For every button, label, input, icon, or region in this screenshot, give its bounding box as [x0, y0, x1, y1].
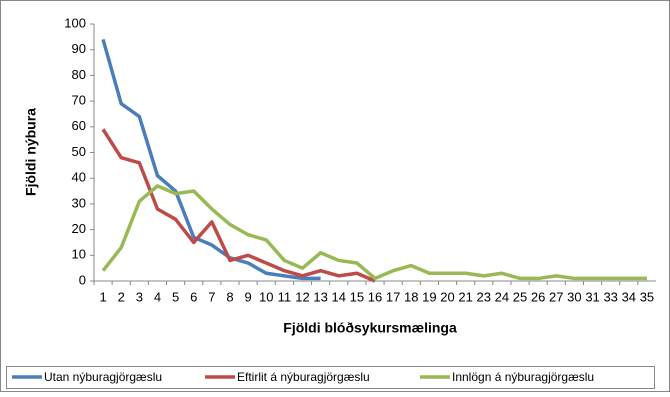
x-tick-label: 11 [278, 289, 292, 304]
y-tick-label: 0 [79, 272, 86, 287]
x-tick-label: 7 [208, 289, 215, 304]
x-tick-label: 24 [495, 289, 509, 304]
x-tick-label: 15 [350, 289, 364, 304]
y-tick-label: 10 [72, 247, 86, 262]
x-tick-label: 16 [368, 289, 382, 304]
x-tick-label: 9 [244, 289, 251, 304]
y-tick-label: 70 [72, 93, 86, 108]
x-tick-label: 33 [603, 289, 617, 304]
x-tick-label: 27 [549, 289, 563, 304]
legend-label: Utan nýburagjörgæslu [44, 370, 162, 384]
x-tick-label: 17 [386, 289, 400, 304]
x-tick-label: 4 [154, 289, 161, 304]
x-tick-label: 35 [640, 289, 654, 304]
x-tick-label: 23 [477, 289, 491, 304]
x-tick-label: 30 [567, 289, 581, 304]
x-tick-label: 2 [118, 289, 125, 304]
x-tick-label: 1 [99, 289, 106, 304]
x-tick-label: 10 [259, 289, 273, 304]
legend-box [6, 366, 655, 389]
x-tick-label: 18 [404, 289, 418, 304]
x-tick-label: 14 [332, 289, 346, 304]
y-tick-label: 40 [72, 170, 86, 185]
x-tick-label: 8 [226, 289, 233, 304]
x-tick-label: 3 [136, 289, 143, 304]
y-tick-label: 60 [72, 118, 86, 133]
y-tick-label: 20 [72, 221, 86, 236]
x-tick-label: 13 [313, 289, 327, 304]
x-axis-title: Fjöldi blóðsykursmælinga [283, 320, 457, 336]
legend-label: Innlögn á nýburagjörgæslu [452, 370, 594, 384]
x-tick-label: 12 [295, 289, 309, 304]
x-tick-label: 26 [531, 289, 545, 304]
y-tick-label: 30 [72, 195, 86, 210]
y-tick-label: 90 [72, 41, 86, 56]
y-tick-label: 100 [64, 15, 86, 30]
series-line [101, 38, 321, 281]
y-tick-label: 80 [72, 67, 86, 82]
series-line [101, 184, 647, 281]
x-tick-label: 31 [585, 289, 599, 304]
series-line [101, 128, 376, 283]
x-tick-label: 5 [172, 289, 179, 304]
x-tick-label: 21 [458, 289, 472, 304]
x-tick-label: 34 [622, 289, 636, 304]
y-axis-title: Fjöldi nýbura [23, 108, 39, 196]
x-tick-label: 20 [440, 289, 454, 304]
x-tick-label: 6 [190, 289, 197, 304]
x-tick-label: 25 [513, 289, 527, 304]
x-tick-label: 19 [422, 289, 436, 304]
y-tick-label: 50 [72, 144, 86, 159]
legend-label: Eftirlit á nýburagjörgæslu [237, 370, 370, 384]
